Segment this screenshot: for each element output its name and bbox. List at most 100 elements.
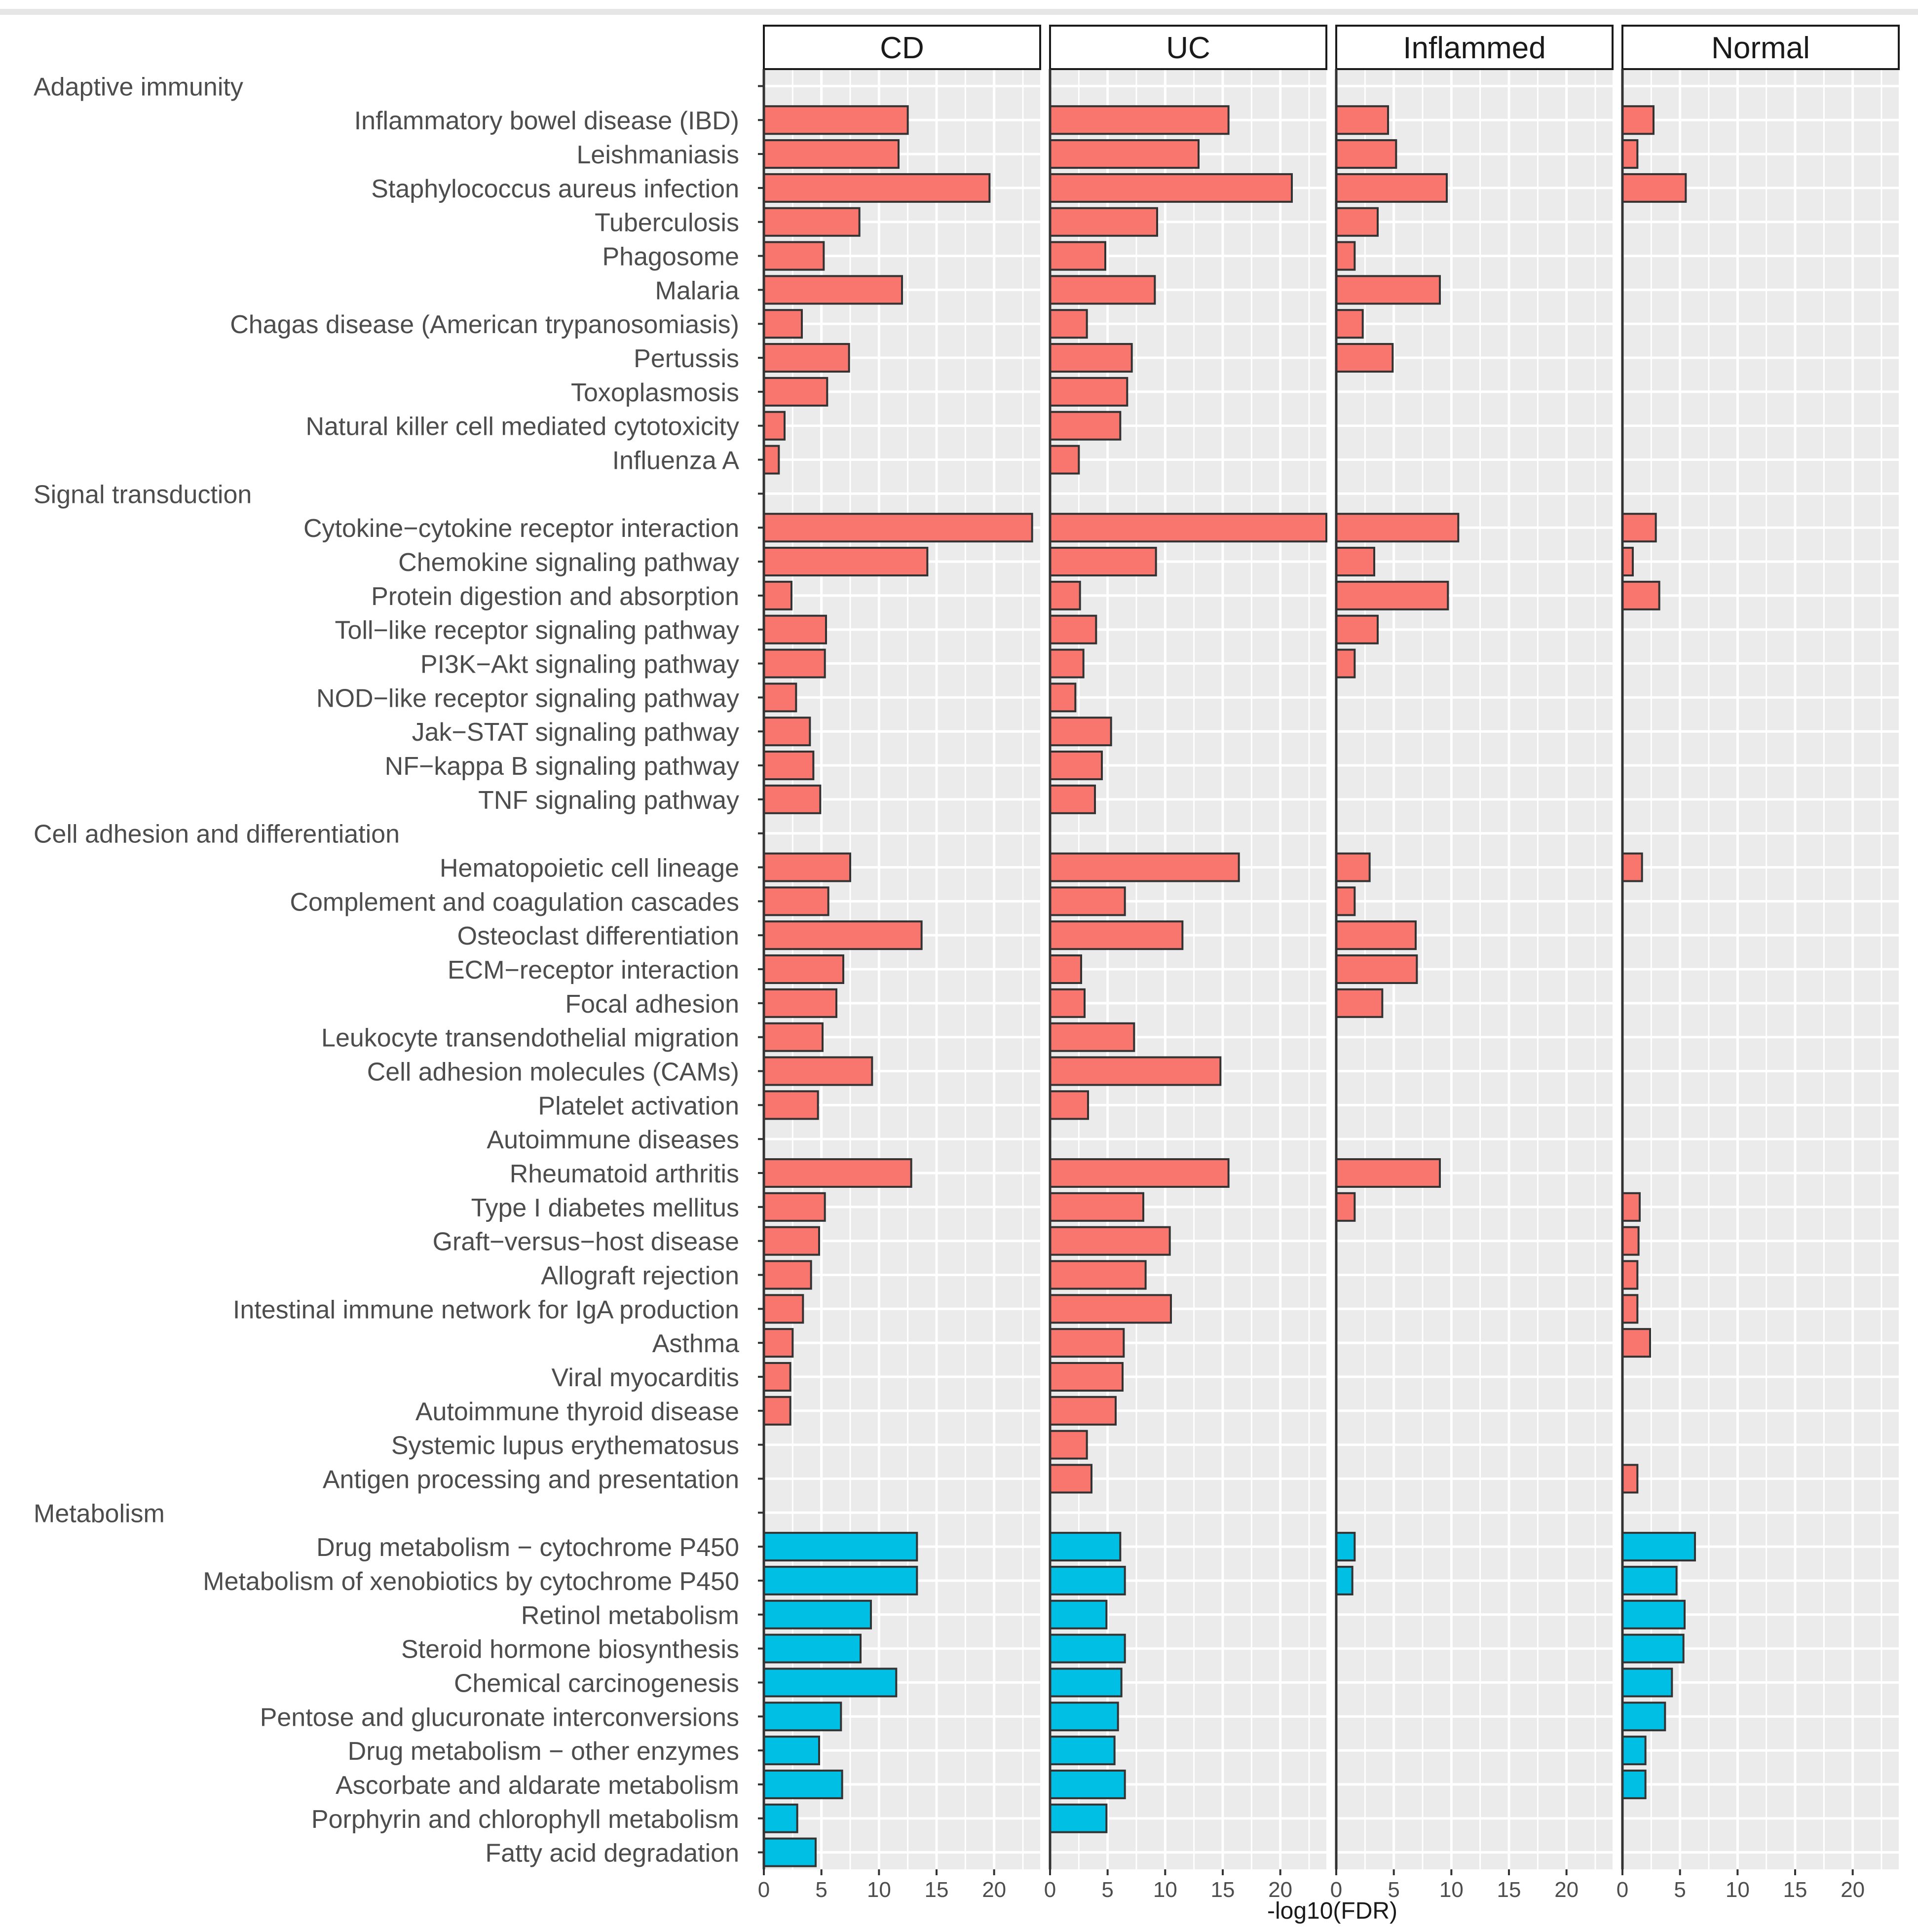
- bar-normal-drug-metabolism-cytochrome-p450: [1621, 1532, 1696, 1562]
- row-label-hematopoietic-cell-lineage: Hematopoietic cell lineage: [440, 854, 739, 883]
- bar-cd-asthma: [763, 1328, 794, 1358]
- bar-uc-intestinal-immune-network-for-iga-production: [1049, 1294, 1172, 1324]
- bar-inflammed-malaria: [1335, 275, 1441, 305]
- bar-uc-phagosome: [1049, 241, 1106, 271]
- bar-uc-complement-and-coagulation-cascades: [1049, 886, 1126, 916]
- bar-cd-ascorbate-and-aldarate-metabolism: [763, 1769, 843, 1799]
- x-tick-label: 10: [867, 1878, 891, 1902]
- x-tick-label: 20: [1554, 1878, 1579, 1902]
- bar-uc-rheumatoid-arthritis: [1049, 1158, 1230, 1188]
- x-tick-label: 20: [982, 1878, 1006, 1902]
- group-label-autoimmune-diseases: Autoimmune diseases: [487, 1126, 739, 1154]
- bar-cd-drug-metabolism-cytochrome-p450: [763, 1532, 918, 1562]
- bar-cd-focal-adhesion: [763, 988, 837, 1018]
- x-tick-label: 5: [1674, 1878, 1686, 1902]
- row-label-phagosome: Phagosome: [602, 243, 739, 271]
- bar-cd-platelet-activation: [763, 1090, 819, 1120]
- bar-normal-metabolism-of-xenobiotics-by-cytochrome-p450: [1621, 1565, 1678, 1595]
- bar-inflammed-focal-adhesion: [1335, 988, 1384, 1018]
- x-tick-label: 5: [815, 1878, 827, 1902]
- bar-inflammed-inflammatory-bowel-disease-ibd: [1335, 105, 1389, 135]
- bar-cd-allograft-rejection: [763, 1260, 812, 1290]
- bar-uc-chemokine-signaling-pathway: [1049, 547, 1157, 577]
- strip-label-inflammed: Inflammed: [1403, 31, 1545, 65]
- x-tick-label: 5: [1101, 1878, 1113, 1902]
- bar-inflammed-drug-metabolism-cytochrome-p450: [1335, 1532, 1356, 1562]
- bar-uc-natural-killer-cell-mediated-cytotoxicity: [1049, 411, 1122, 441]
- bar-normal-ascorbate-and-aldarate-metabolism: [1621, 1769, 1647, 1799]
- bar-uc-ecm-receptor-interaction: [1049, 954, 1082, 984]
- bar-cd-chagas-disease-american-trypanosomiasis: [763, 309, 803, 339]
- bar-uc-viral-myocarditis: [1049, 1362, 1124, 1392]
- bar-normal-staphylococcus-aureus-infection: [1621, 173, 1687, 203]
- strip-label-normal: Normal: [1711, 31, 1810, 65]
- bar-normal-retinol-metabolism: [1621, 1599, 1686, 1629]
- bar-inflammed-ecm-receptor-interaction: [1335, 954, 1418, 984]
- bar-cd-pi3k-akt-signaling-pathway: [763, 648, 826, 679]
- bar-uc-chagas-disease-american-trypanosomiasis: [1049, 309, 1088, 339]
- bar-cd-intestinal-immune-network-for-iga-production: [763, 1294, 804, 1324]
- strip-box: [1335, 25, 1614, 70]
- row-label-complement-and-coagulation-cascades: Complement and coagulation cascades: [290, 888, 739, 916]
- bar-cd-chemical-carcinogenesis: [763, 1667, 898, 1698]
- bar-inflammed-rheumatoid-arthritis: [1335, 1158, 1441, 1188]
- row-label-allograft-rejection: Allograft rejection: [541, 1261, 739, 1290]
- bar-cd-influenza-a: [763, 445, 780, 475]
- bar-cd-malaria: [763, 275, 903, 305]
- bar-inflammed-metabolism-of-xenobiotics-by-cytochrome-p450: [1335, 1565, 1354, 1595]
- bar-normal-inflammatory-bowel-disease-ibd: [1621, 105, 1655, 135]
- row-label-systemic-lupus-erythematosus: Systemic lupus erythematosus: [391, 1432, 739, 1460]
- bar-uc-steroid-hormone-biosynthesis: [1049, 1633, 1126, 1664]
- row-label-type-i-diabetes-mellitus: Type I diabetes mellitus: [471, 1194, 739, 1222]
- bar-uc-toll-like-receptor-signaling-pathway: [1049, 614, 1097, 644]
- x-tick-label: 5: [1388, 1878, 1399, 1902]
- bar-uc-platelet-activation: [1049, 1090, 1089, 1120]
- row-label-ascorbate-and-aldarate-metabolism: Ascorbate and aldarate metabolism: [336, 1771, 739, 1800]
- bar-uc-leukocyte-transendothelial-migration: [1049, 1022, 1135, 1052]
- x-tick-label: 0: [1330, 1878, 1342, 1902]
- bar-normal-hematopoietic-cell-lineage: [1621, 852, 1643, 882]
- bar-cd-steroid-hormone-biosynthesis: [763, 1633, 862, 1664]
- row-label-influenza-a: Influenza A: [612, 447, 740, 475]
- bar-cd-protein-digestion-and-absorption: [763, 580, 792, 610]
- x-tick-label: 15: [925, 1878, 949, 1902]
- row-label-chagas-disease-american-trypanosomiasis: Chagas disease (American trypanosomiasis…: [230, 310, 739, 339]
- bar-uc-cell-adhesion-molecules-cams: [1049, 1056, 1222, 1086]
- bar-uc-tuberculosis: [1049, 207, 1158, 237]
- bar-inflammed-cytokine-cytokine-receptor-interaction: [1335, 513, 1460, 543]
- bar-uc-leishmaniasis: [1049, 139, 1200, 169]
- bar-cd-ecm-receptor-interaction: [763, 954, 844, 984]
- bar-uc-staphylococcus-aureus-infection: [1049, 173, 1293, 203]
- bar-uc-systemic-lupus-erythematosus: [1049, 1430, 1088, 1460]
- bar-normal-steroid-hormone-biosynthesis: [1621, 1633, 1685, 1664]
- row-label-autoimmune-thyroid-disease: Autoimmune thyroid disease: [415, 1398, 739, 1426]
- row-label-protein-digestion-and-absorption: Protein digestion and absorption: [371, 582, 739, 611]
- bar-normal-chemokine-signaling-pathway: [1621, 547, 1634, 577]
- bar-uc-asthma: [1049, 1328, 1125, 1358]
- row-label-malaria: Malaria: [655, 276, 740, 305]
- bar-cd-phagosome: [763, 241, 825, 271]
- bar-normal-drug-metabolism-other-enzymes: [1621, 1736, 1647, 1766]
- x-tick-label: 0: [758, 1878, 770, 1902]
- bar-uc-nf-kappa-b-signaling-pathway: [1049, 751, 1103, 781]
- bar-normal-leishmaniasis: [1621, 139, 1639, 169]
- bar-uc-protein-digestion-and-absorption: [1049, 580, 1081, 610]
- bar-normal-graft-versus-host-disease: [1621, 1226, 1640, 1256]
- row-label-drug-metabolism-cytochrome-p450: Drug metabolism − cytochrome P450: [316, 1533, 739, 1562]
- group-label-adaptive-immunity: Adaptive immunity: [34, 73, 243, 101]
- group-label-metabolism: Metabolism: [34, 1499, 165, 1528]
- bar-normal-type-i-diabetes-mellitus: [1621, 1192, 1641, 1222]
- bar-inflammed-type-i-diabetes-mellitus: [1335, 1192, 1356, 1222]
- bar-uc-inflammatory-bowel-disease-ibd: [1049, 105, 1230, 135]
- bar-cd-autoimmune-thyroid-disease: [763, 1396, 791, 1426]
- row-label-nf-kappa-b-signaling-pathway: NF−kappa B signaling pathway: [385, 752, 739, 781]
- bar-uc-cytokine-cytokine-receptor-interaction: [1049, 513, 1327, 543]
- row-label-intestinal-immune-network-for-iga-production: Intestinal immune network for IgA produc…: [233, 1295, 739, 1324]
- bar-cd-leishmaniasis: [763, 139, 900, 169]
- bar-inflammed-staphylococcus-aureus-infection: [1335, 173, 1448, 203]
- row-label-cell-adhesion-molecules-cams: Cell adhesion molecules (CAMs): [367, 1058, 739, 1086]
- bar-uc-drug-metabolism-other-enzymes: [1049, 1736, 1116, 1766]
- row-label-jak-stat-signaling-pathway: Jak−STAT signaling pathway: [412, 718, 739, 747]
- row-label-inflammatory-bowel-disease-ibd: Inflammatory bowel disease (IBD): [354, 107, 739, 135]
